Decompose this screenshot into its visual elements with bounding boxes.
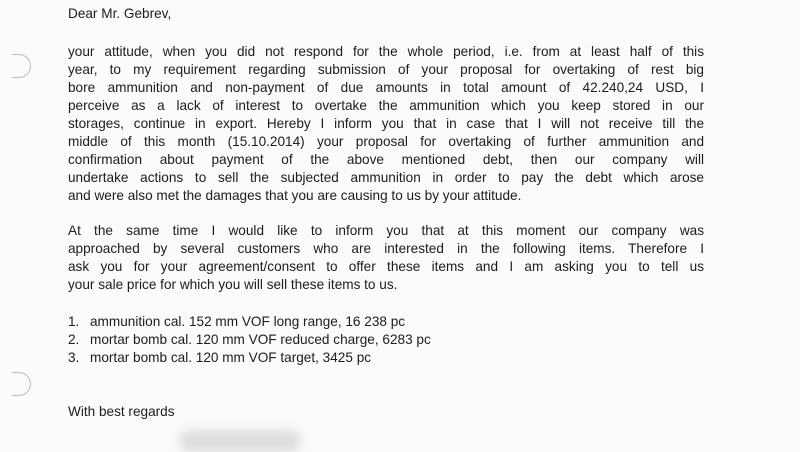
text-line: your sale price for which you will sell … <box>68 277 398 292</box>
list-text: ammunition cal. 152 mm VOF long range, 1… <box>90 314 406 329</box>
text-line: storages, continue in export. Hereby I i… <box>68 116 704 131</box>
text-line: middle of this month (15.10.2014) your p… <box>68 134 704 149</box>
list-item: 2. mortar bomb cal. 120 mm VOF reduced ch… <box>68 331 704 349</box>
text-line: undertake actions to sell the subjected … <box>68 170 704 185</box>
list-item: 3. mortar bomb cal. 120 mm VOF target, 34… <box>68 349 704 367</box>
list-item: 1. ammunition cal. 152 mm VOF long range,… <box>68 313 704 331</box>
list-number: 2. <box>68 332 80 347</box>
list-text: mortar bomb cal. 120 mm VOF reduced char… <box>90 332 431 347</box>
text-line: and were also met the damages that you a… <box>68 188 522 203</box>
text-line: perceive as a lack of interest to overta… <box>68 98 704 113</box>
text-line: year, to my requirement regarding submis… <box>68 62 704 77</box>
punch-hole-mark <box>12 372 31 396</box>
greeting: Dear Mr. Gebrev, <box>68 6 172 21</box>
punch-hole-mark <box>12 54 31 78</box>
list-text: mortar bomb cal. 120 mm VOF target, 3425… <box>90 350 372 365</box>
list-number: 3. <box>68 350 80 365</box>
text-line: approached by several customers who are … <box>68 241 704 256</box>
text-line: your attitude, when you did not respond … <box>68 44 704 59</box>
text-line: confirmation about payment of the above … <box>68 152 704 167</box>
text-line: At the same time I would like to inform … <box>68 223 704 238</box>
text-line: bore ammunition and non-payment of due a… <box>68 80 704 95</box>
text-line: ask you for your agreement/consent to of… <box>68 259 704 274</box>
list-number: 1. <box>68 314 80 329</box>
closing: With best regards <box>68 404 175 419</box>
redacted-signature <box>180 430 300 452</box>
